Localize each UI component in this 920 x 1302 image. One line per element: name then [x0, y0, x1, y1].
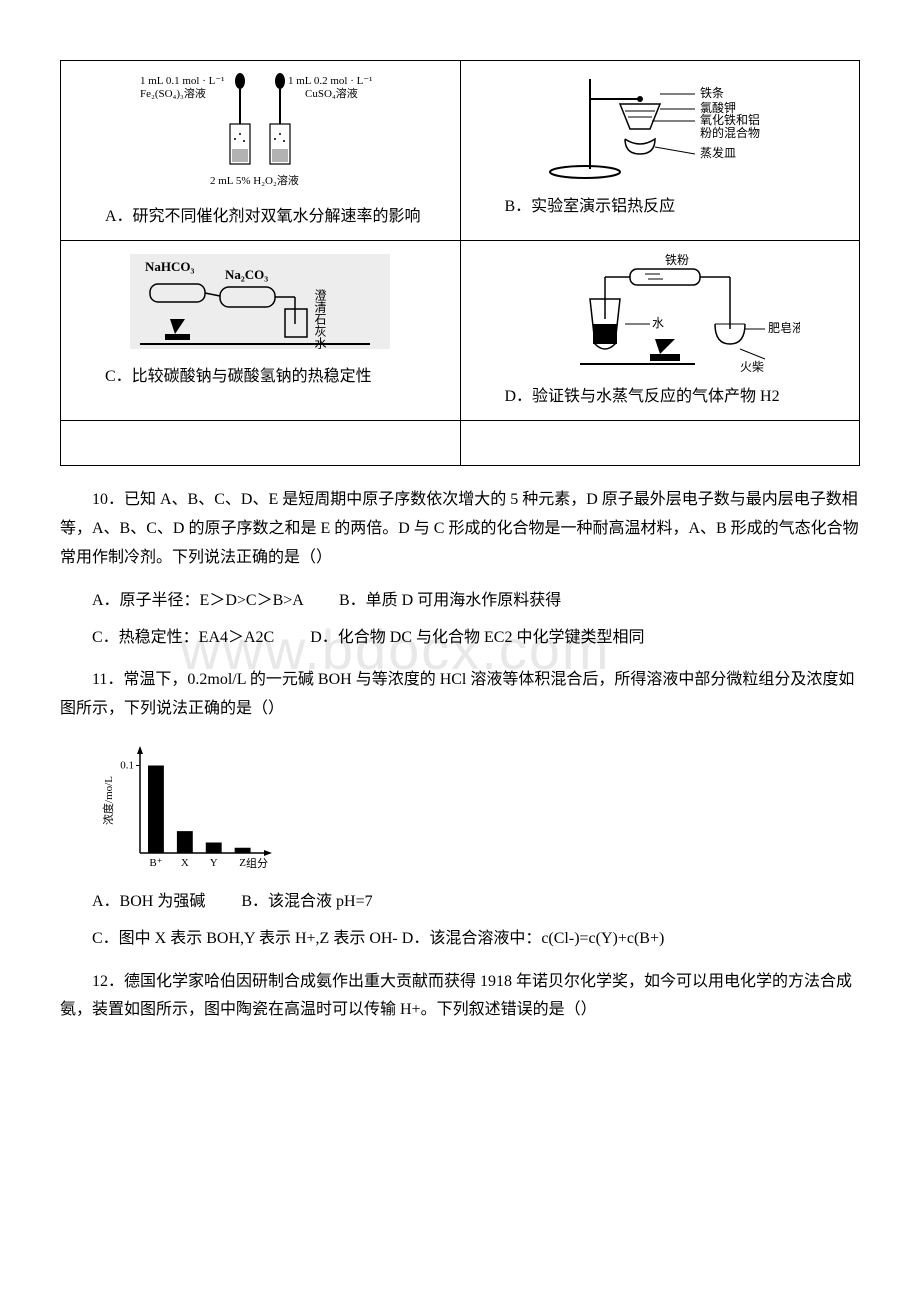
a-label-left-sub: Fe₂(SO₄)₃溶液 — [140, 86, 206, 100]
cell-a: 1 mL 0.1 mol · L⁻¹ Fe₂(SO₄)₃溶液 1 mL 0.2 … — [61, 61, 461, 241]
empty-cell-left — [61, 420, 461, 466]
svg-text:组分: 组分 — [246, 856, 268, 870]
q10-opt-b: B．单质 D 可用海水作原料获得 — [339, 592, 561, 609]
svg-text:X: X — [181, 857, 189, 869]
d-label-mid: 水 — [652, 316, 664, 330]
b-label-4: 粉的混合物 — [700, 125, 760, 140]
svg-text:B⁺: B⁺ — [149, 857, 162, 869]
a-label-bottom: 2 mL 5% H₂O₂溶液 — [210, 173, 299, 187]
q11-opt-a: A．BOH 为强碱 — [92, 893, 205, 910]
q11-stem: 11．常温下，0.2mol/L 的一元碱 BOH 与等浓度的 HCl 溶液等体积… — [60, 666, 860, 724]
q10-options-cd: C．热稳定性：EA4＞A2C D．化合物 DC 与化合物 EC2 中化学键类型相… — [60, 624, 860, 653]
cell-d-caption: D．验证铁与水蒸气反应的气体产物 H2 — [473, 383, 848, 412]
svg-text:0.1: 0.1 — [120, 759, 134, 771]
q10-options-ab: A．原子半径：E＞D>C＞B>A B．单质 D 可用海水作原料获得 — [60, 587, 860, 616]
b-label-5: 蒸发皿 — [700, 145, 736, 160]
svg-text:Y: Y — [210, 857, 218, 869]
cell-b-diagram: 铁条 氯酸钾 氧化铁和铝 粉的混合物 蒸发皿 — [473, 69, 848, 189]
q11-opt-b: B．该混合液 pH=7 — [241, 893, 372, 910]
q10-opt-d: D．化合物 DC 与化合物 EC2 中化学键类型相同 — [310, 629, 644, 646]
a-label-left-top: 1 mL 0.1 mol · L⁻¹ — [140, 75, 224, 87]
c-label-side: 澄清石灰水 — [313, 287, 327, 348]
cell-a-caption: A．研究不同催化剂对双氧水分解速率的影响 — [73, 203, 448, 232]
d-label-top: 铁粉 — [665, 253, 689, 267]
cell-d: 铁粉 水 肥皂液 火柴 — [460, 240, 860, 420]
a-label-right-top: 1 mL 0.2 mol · L⁻¹ — [288, 75, 372, 87]
cell-b: 铁条 氯酸钾 氧化铁和铝 粉的混合物 蒸发皿 B．实验室演示铝热反应 — [460, 61, 860, 241]
empty-cell-right — [460, 420, 860, 466]
cell-c: NaHCO₃ Na₂CO₃ 澄清石灰水 C．比较碳酸钠与碳酸氢钠的热稳定性 — [61, 240, 461, 420]
cell-c-caption: C．比较碳酸钠与碳酸氢钠的热稳定性 — [73, 363, 448, 392]
q10-stem: 10．已知 A、B、C、D、E 是短周期中原子序数依次增大的 5 种元素，D 原… — [60, 486, 860, 572]
q11-options-ab: A．BOH 为强碱 B．该混合液 pH=7 — [60, 888, 860, 917]
q10-opt-a: A．原子半径：E＞D>C＞B>A — [92, 592, 303, 609]
c-label-left: NaHCO₃ — [145, 259, 195, 274]
cell-c-diagram: NaHCO₃ Na₂CO₃ 澄清石灰水 — [73, 249, 448, 359]
cell-d-diagram: 铁粉 水 肥皂液 火柴 — [473, 249, 848, 379]
q12-stem: 12．德国化学家哈伯因研制合成氨作出重大贡献而获得 1918 年诺贝尔化学奖，如… — [60, 968, 860, 1026]
cell-a-diagram: 1 mL 0.1 mol · L⁻¹ Fe₂(SO₄)₃溶液 1 mL 0.2 … — [73, 69, 448, 199]
c-label-right: Na₂CO₃ — [225, 267, 268, 282]
svg-text:Z: Z — [239, 857, 246, 869]
svg-text:浓度/mo/L: 浓度/mo/L — [101, 776, 115, 825]
b-label-1: 铁条 — [700, 86, 724, 100]
d-label-right: 肥皂液 — [768, 320, 800, 335]
q10-opt-c: C．热稳定性：EA4＞A2C — [92, 629, 274, 646]
q11-bar-chart: 0.1 浓度/mo/L 组分 B⁺ X Y Z — [100, 738, 280, 878]
a-label-right-sub: CuSO₄溶液 — [305, 86, 358, 100]
b-label-3: 氧化铁和铝 — [700, 112, 760, 127]
options-table: 1 mL 0.1 mol · L⁻¹ Fe₂(SO₄)₃溶液 1 mL 0.2 … — [60, 60, 860, 466]
q11-options-cd: C．图中 X 表示 BOH,Y 表示 H+,Z 表示 OH- D．该混合溶液中：… — [60, 925, 860, 954]
d-label-bottom: 火柴 — [740, 360, 764, 374]
cell-b-caption: B．实验室演示铝热反应 — [473, 193, 848, 222]
